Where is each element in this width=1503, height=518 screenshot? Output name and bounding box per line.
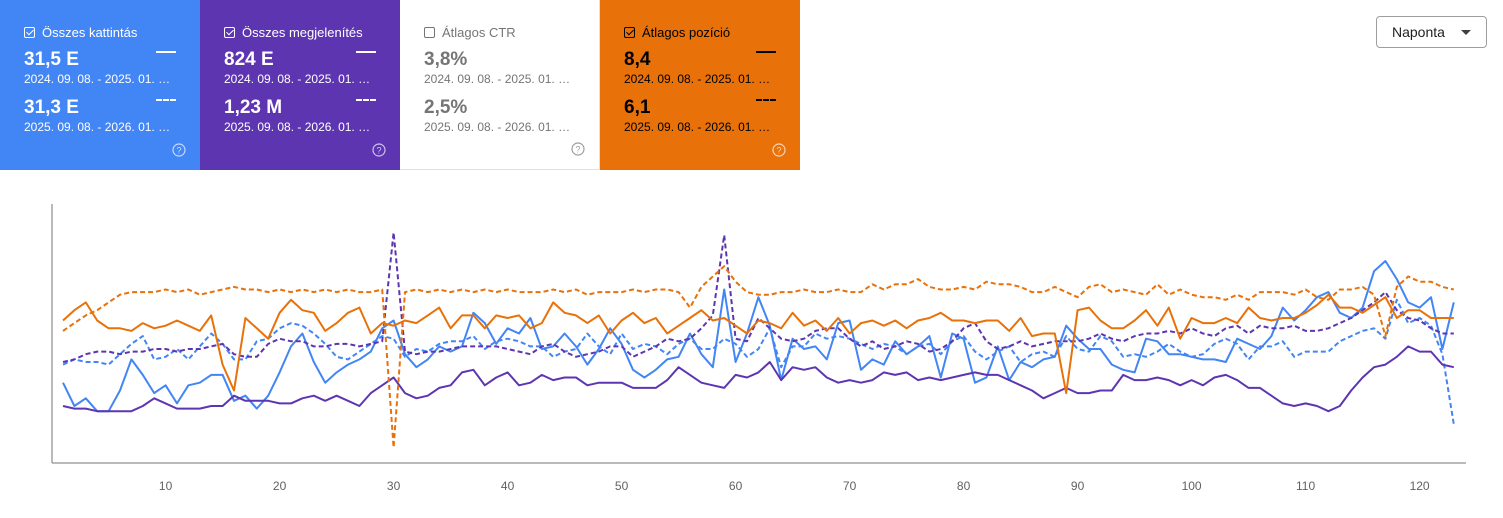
metric-date-range: 2025. 09. 08. - 2026. 01. … [24, 120, 171, 134]
card-ctr-primary: 3,8% 2024. 09. 08. - 2025. 01. … [424, 49, 575, 87]
solid-line-legend-icon [356, 51, 376, 53]
card-clicks[interactable]: Összes kattintás 31,5 E 2024. 09. 08. - … [0, 0, 200, 170]
x-tick-label: 70 [843, 479, 857, 493]
card-ctr-label: Átlagos CTR [442, 24, 516, 40]
help-icon[interactable]: ? [172, 143, 186, 157]
card-impressions-primary: 824 E 2024. 09. 08. - 2025. 01. … [224, 50, 376, 86]
x-tick-label: 120 [1410, 479, 1430, 493]
card-position-compare: 6,1 2025. 09. 08. - 2026. 01. … [624, 98, 776, 134]
card-position-primary: 8,4 2024. 09. 08. - 2025. 01. … [624, 50, 776, 86]
dashed-line-legend-icon [756, 99, 776, 101]
series-line-clicks-compare [62, 298, 1455, 425]
metric-date-range: 2024. 09. 08. - 2025. 01. … [424, 72, 571, 86]
series-line-impressions-primary [62, 345, 1455, 413]
metric-date-range: 2024. 09. 08. - 2025. 01. … [24, 72, 171, 86]
svg-text:?: ? [575, 144, 580, 154]
metric-date-range: 2024. 09. 08. - 2025. 01. … [624, 72, 771, 86]
checkbox-checked-icon[interactable] [624, 26, 635, 38]
x-tick-label: 10 [159, 479, 173, 493]
metric-value: 31,5 E [24, 49, 79, 70]
granularity-dropdown[interactable]: Naponta [1376, 16, 1487, 48]
x-tick-label: 20 [273, 479, 287, 493]
checkbox-checked-icon[interactable] [224, 26, 235, 38]
x-tick-label: 60 [729, 479, 743, 493]
dashed-line-legend-icon [156, 99, 176, 101]
x-tick-label: 100 [1182, 479, 1202, 493]
metric-value: 1,23 M [224, 97, 283, 118]
series-line-clicks-primary [62, 260, 1455, 413]
plot-lines [62, 231, 1455, 449]
x-tick-label: 80 [957, 479, 971, 493]
metric-cards: Összes kattintás 31,5 E 2024. 09. 08. - … [0, 0, 800, 170]
series-line-position-compare [62, 265, 1455, 449]
x-tick-label: 90 [1071, 479, 1085, 493]
svg-text:?: ? [776, 145, 781, 155]
card-clicks-primary: 31,5 E 2024. 09. 08. - 2025. 01. … [24, 50, 176, 86]
solid-line-legend-icon [156, 51, 176, 53]
metric-value: 824 E [224, 49, 274, 70]
help-icon[interactable]: ? [571, 142, 585, 156]
metric-date-range: 2025. 09. 08. - 2026. 01. … [224, 120, 371, 134]
card-clicks-label: Összes kattintás [42, 24, 138, 40]
metric-value: 6,1 [624, 97, 651, 118]
help-icon[interactable]: ? [772, 143, 786, 157]
metric-value: 31,3 E [24, 97, 79, 118]
help-icon[interactable]: ? [372, 143, 386, 157]
card-position-label: Átlagos pozíció [642, 24, 731, 40]
svg-text:?: ? [176, 145, 181, 155]
card-position-header[interactable]: Átlagos pozíció [624, 23, 776, 41]
x-tick-label: 50 [615, 479, 629, 493]
metric-value: 2,5% [424, 97, 468, 118]
metric-value: 3,8% [424, 49, 468, 70]
card-position[interactable]: Átlagos pozíció 8,4 2024. 09. 08. - 2025… [600, 0, 800, 170]
metric-date-range: 2025. 09. 08. - 2026. 01. … [424, 120, 571, 134]
card-clicks-compare: 31,3 E 2025. 09. 08. - 2026. 01. … [24, 98, 176, 134]
svg-text:?: ? [376, 145, 381, 155]
x-tick-label: 110 [1296, 479, 1315, 493]
dropdown-selected-value: Naponta [1392, 24, 1445, 40]
metric-date-range: 2024. 09. 08. - 2025. 01. … [224, 72, 371, 86]
x-tick-label: 30 [387, 479, 401, 493]
checkbox-checked-icon[interactable] [24, 26, 35, 38]
card-impressions[interactable]: Összes megjelenítés 824 E 2024. 09. 08. … [200, 0, 400, 170]
x-tick-labels: 10 20 30 40 50 60 70 80 90 100 110 120 [159, 479, 1430, 493]
metric-value: 8,4 [624, 49, 651, 70]
card-impressions-header[interactable]: Összes megjelenítés [224, 23, 376, 41]
card-impressions-compare: 1,23 M 2025. 09. 08. - 2026. 01. … [224, 98, 376, 134]
caret-down-icon [1461, 30, 1471, 35]
series-line-impressions-compare [62, 231, 1454, 363]
card-ctr-compare: 2,5% 2025. 09. 08. - 2026. 01. … [424, 97, 575, 135]
series-line-position-primary [62, 293, 1454, 395]
performance-chart: 10 20 30 40 50 60 70 80 90 100 110 120 [51, 204, 1466, 493]
card-impressions-label: Összes megjelenítés [242, 24, 363, 40]
card-ctr-header[interactable]: Átlagos CTR [424, 23, 575, 41]
solid-line-legend-icon [756, 51, 776, 53]
checkbox-unchecked-icon[interactable] [424, 26, 435, 38]
dashed-line-legend-icon [356, 99, 376, 101]
card-clicks-header[interactable]: Összes kattintás [24, 23, 176, 41]
chart-axes [51, 204, 1466, 464]
x-tick-label: 40 [501, 479, 515, 493]
card-ctr[interactable]: Átlagos CTR 3,8% 2024. 09. 08. - 2025. 0… [400, 0, 600, 170]
metric-date-range: 2025. 09. 08. - 2026. 01. … [624, 120, 771, 134]
